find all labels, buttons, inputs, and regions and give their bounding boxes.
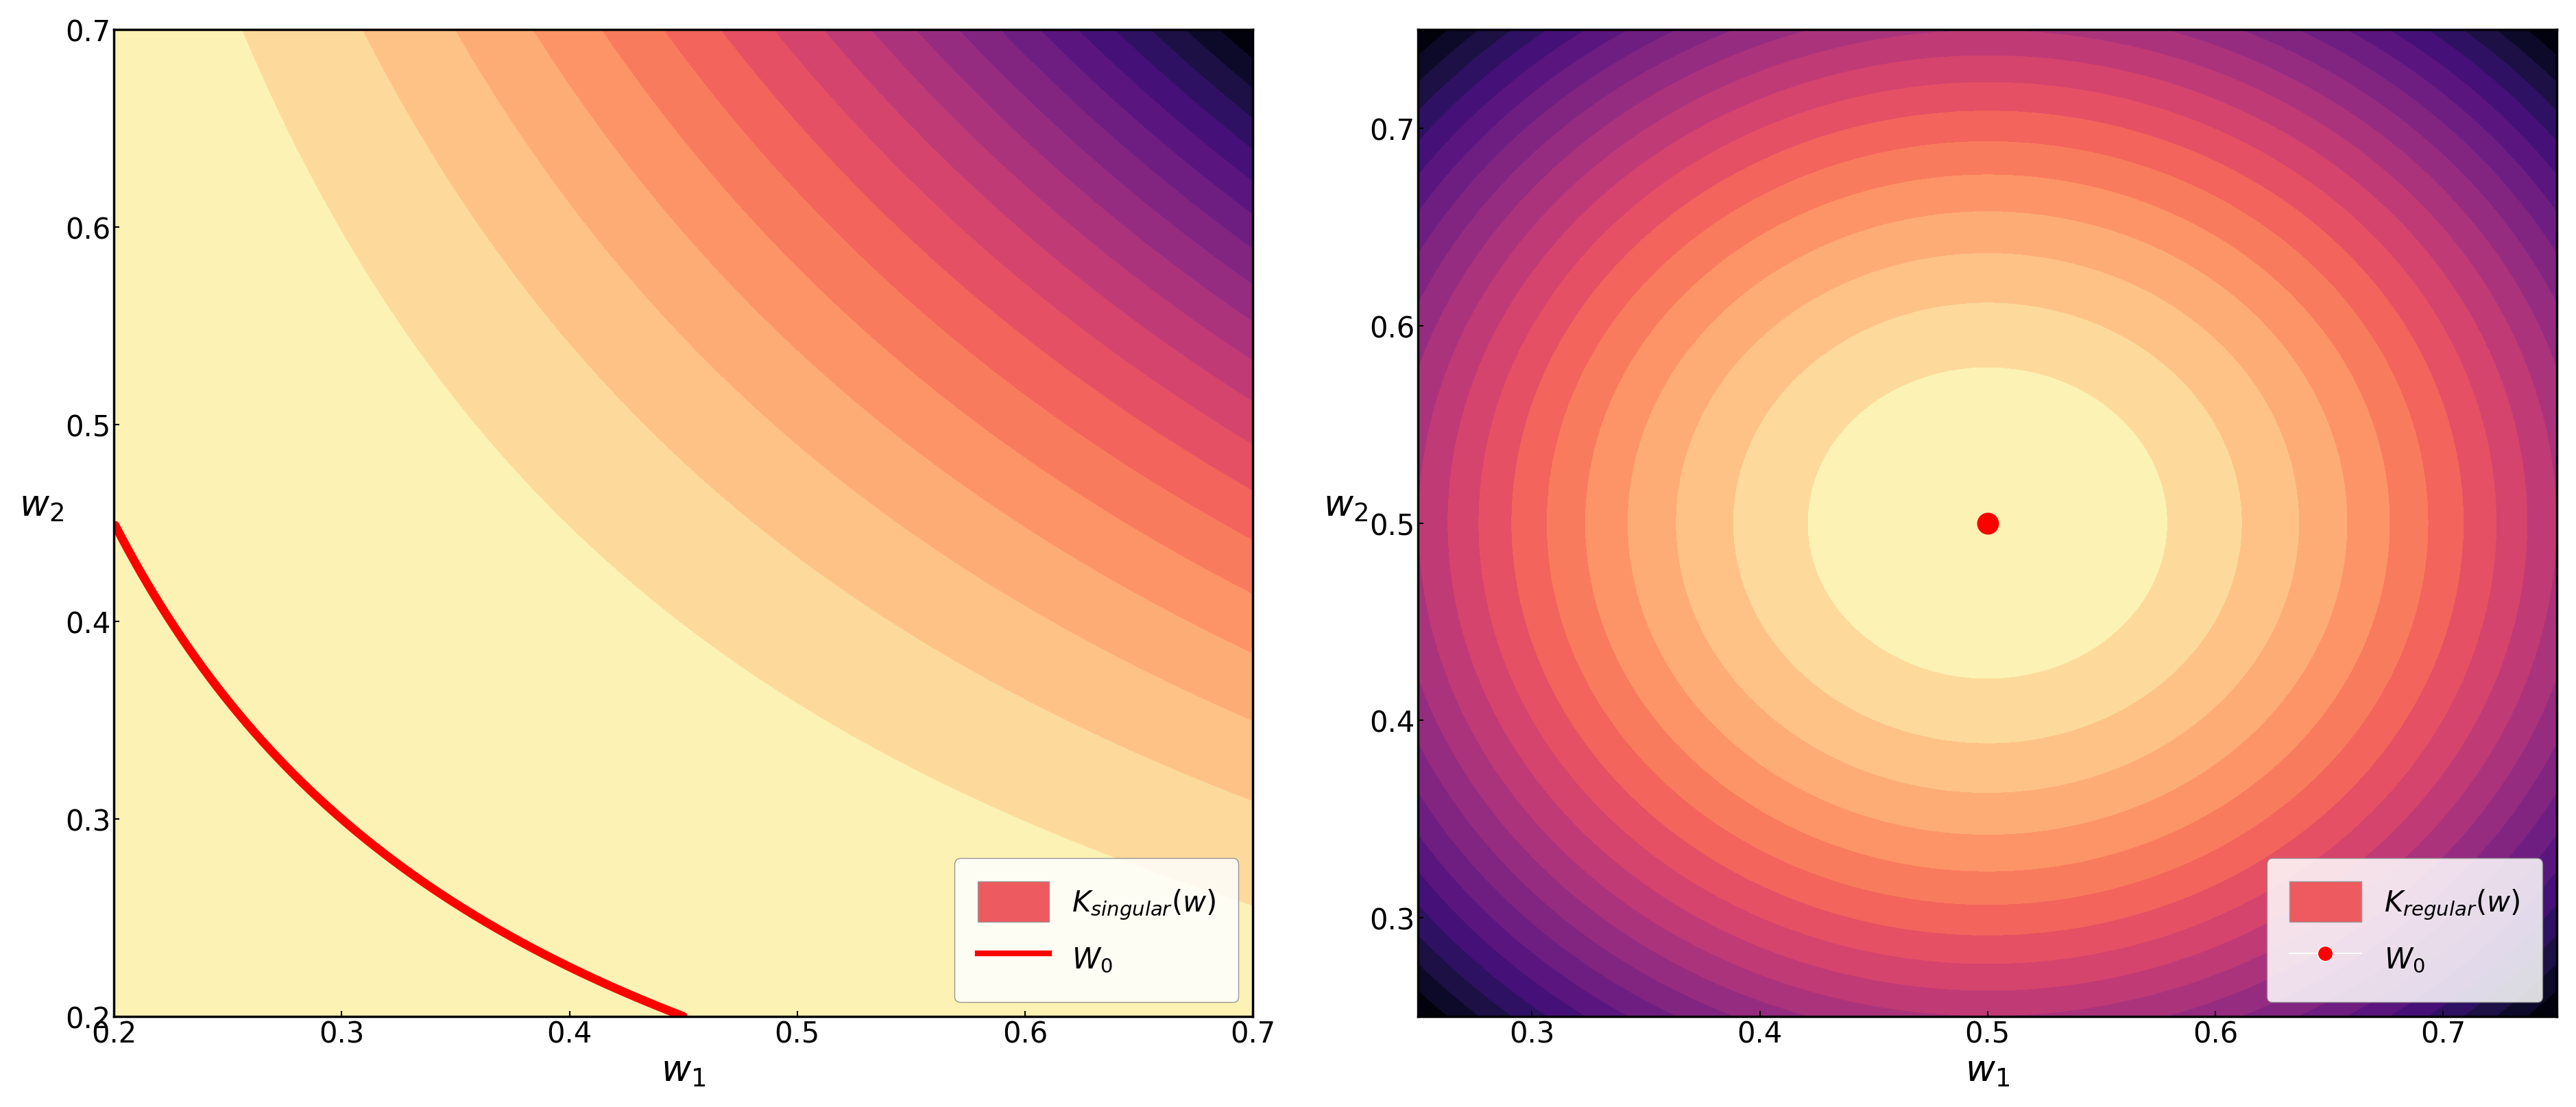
Legend: $K_{regular}(w)$, $W_0$: $K_{regular}(w)$, $W_0$ bbox=[2267, 858, 2543, 1002]
X-axis label: $w_1$: $w_1$ bbox=[1965, 1053, 2009, 1088]
X-axis label: $w_1$: $w_1$ bbox=[662, 1053, 706, 1088]
Y-axis label: $w_2$: $w_2$ bbox=[1324, 488, 1368, 524]
Y-axis label: $w_2$: $w_2$ bbox=[18, 488, 64, 524]
Legend: $K_{singular}(w)$, $W_0$: $K_{singular}(w)$, $W_0$ bbox=[956, 858, 1239, 1002]
